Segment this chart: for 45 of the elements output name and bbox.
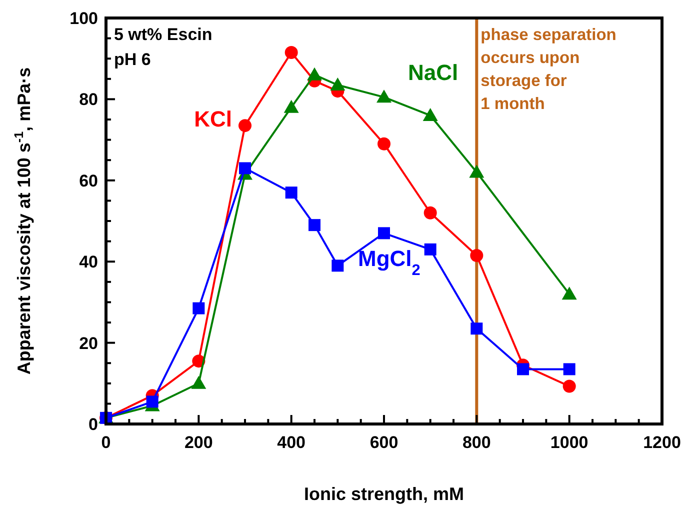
y-tick-label: 100	[70, 9, 98, 28]
x-tick-label: 600	[370, 433, 398, 452]
point	[562, 380, 576, 393]
point	[239, 162, 251, 174]
point	[517, 363, 529, 376]
annotation: 5 wt% Escin	[114, 25, 212, 44]
x-tick-label: 0	[101, 433, 111, 452]
point	[191, 376, 206, 389]
point	[424, 243, 436, 256]
x-tick-label: 1200	[643, 433, 681, 452]
annotation: pH 6	[114, 50, 151, 69]
point	[378, 137, 390, 150]
point	[284, 100, 299, 113]
series-label: NaCl	[408, 60, 458, 86]
x-axis-title: Ionic strength, mM	[304, 484, 464, 504]
point	[470, 322, 483, 335]
point	[422, 108, 438, 121]
point	[378, 227, 390, 240]
point	[192, 302, 205, 314]
point	[307, 67, 322, 80]
point	[285, 186, 298, 199]
point	[238, 119, 252, 132]
point	[284, 46, 298, 60]
point	[146, 396, 158, 408]
y-tick-label: 20	[79, 334, 98, 353]
series-label: KCl	[194, 106, 232, 132]
point	[562, 286, 577, 300]
point	[308, 219, 320, 232]
y-tick-label: 60	[79, 171, 98, 190]
point	[469, 164, 484, 178]
x-tick-label: 800	[462, 433, 491, 452]
x-tick-label: 200	[184, 433, 213, 452]
series-label: MgCl$_{2}$	[358, 246, 420, 279]
y-tick-label: 40	[79, 252, 98, 272]
point	[470, 249, 484, 262]
point	[563, 363, 576, 376]
point	[376, 90, 392, 103]
y-tick-label: 80	[79, 90, 98, 110]
point	[330, 77, 346, 90]
point	[424, 206, 437, 220]
x-tick-label: 400	[277, 433, 306, 452]
point	[332, 260, 344, 272]
ref-line-label: phase separation occurs upon storage for 1 month	[480, 26, 616, 113]
y-tick-label: 0	[88, 415, 98, 434]
x-tick-label: 1000	[550, 433, 588, 452]
